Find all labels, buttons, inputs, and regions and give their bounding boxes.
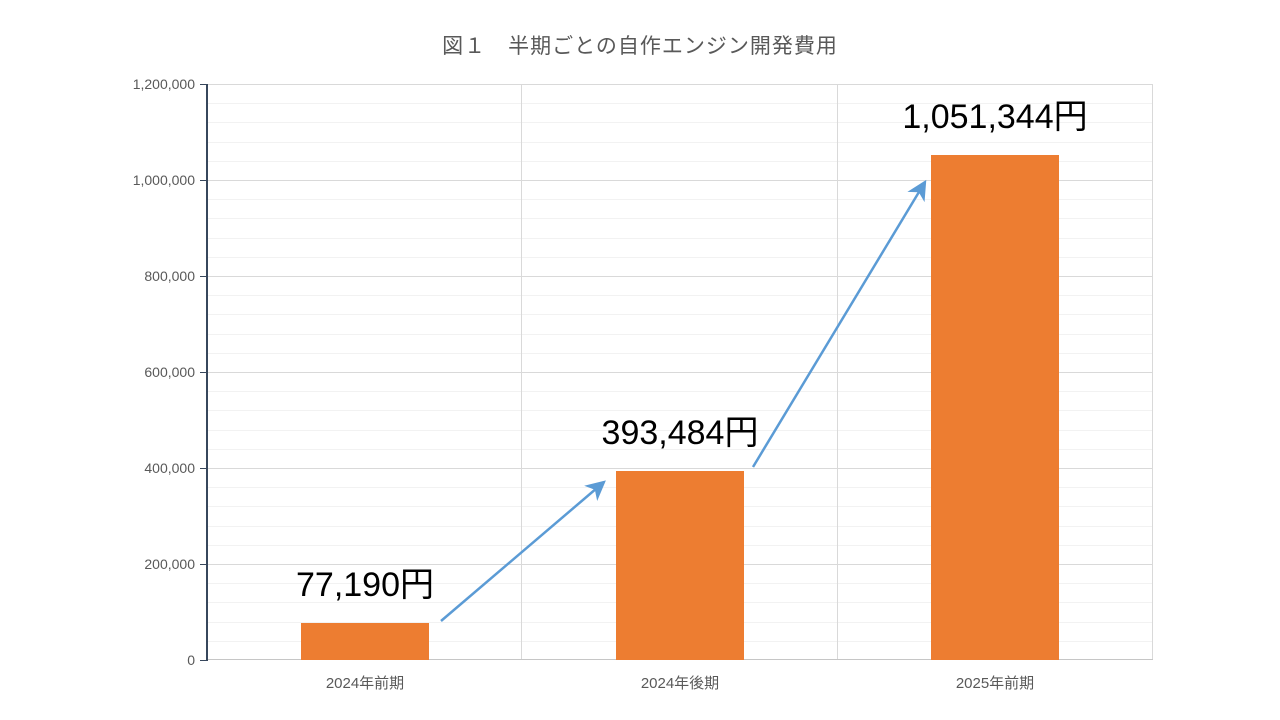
major-gridline (207, 84, 1153, 85)
vertical-gridline (521, 84, 522, 660)
minor-gridline (207, 218, 1153, 220)
y-axis-tick-label: 1,200,000 (132, 76, 195, 92)
minor-gridline (207, 103, 1153, 105)
minor-gridline (207, 295, 1153, 297)
y-axis-tick (200, 468, 206, 469)
bar (616, 471, 744, 660)
major-gridline (207, 468, 1153, 469)
y-axis-tick (200, 276, 206, 277)
minor-gridline (207, 448, 1153, 450)
major-gridline (207, 276, 1153, 277)
y-axis-tick-label: 400,000 (144, 460, 195, 476)
minor-gridline (207, 352, 1153, 354)
minor-gridline (207, 160, 1153, 162)
major-gridline (207, 372, 1153, 373)
bar (931, 155, 1059, 660)
minor-gridline (207, 141, 1153, 143)
vertical-gridline (1152, 84, 1153, 660)
x-axis-category-label: 2025年前期 (955, 675, 1035, 692)
y-axis-line (206, 84, 208, 661)
data-label: 393,484円 (601, 414, 759, 452)
minor-gridline (207, 237, 1153, 239)
minor-gridline (207, 256, 1153, 258)
y-axis-tick (200, 564, 206, 565)
y-axis-tick (200, 660, 206, 661)
minor-gridline (207, 333, 1153, 335)
y-axis-tick-label: 1,000,000 (132, 172, 195, 188)
vertical-gridline (837, 84, 838, 660)
y-axis-tick-label: 200,000 (144, 556, 195, 572)
y-axis-tick (200, 180, 206, 181)
bar (301, 623, 429, 660)
major-gridline (207, 180, 1153, 181)
minor-gridline (207, 410, 1153, 412)
chart-title: 図１ 半期ごとの自作エンジン開発費用 (442, 35, 838, 58)
minor-gridline (207, 391, 1153, 393)
y-axis-tick-label: 600,000 (144, 364, 195, 380)
x-axis-category-label: 2024年前期 (325, 675, 405, 692)
y-axis-tick-label: 0 (187, 652, 195, 668)
minor-gridline (207, 314, 1153, 316)
minor-gridline (207, 122, 1153, 124)
data-label: 77,190円 (296, 566, 434, 604)
y-axis-tick (200, 84, 206, 85)
x-axis-category-label: 2024年後期 (640, 675, 720, 692)
minor-gridline (207, 429, 1153, 431)
data-label: 1,051,344円 (902, 98, 1088, 136)
minor-gridline (207, 199, 1153, 201)
y-axis-tick-label: 800,000 (144, 268, 195, 284)
y-axis-tick (200, 372, 206, 373)
